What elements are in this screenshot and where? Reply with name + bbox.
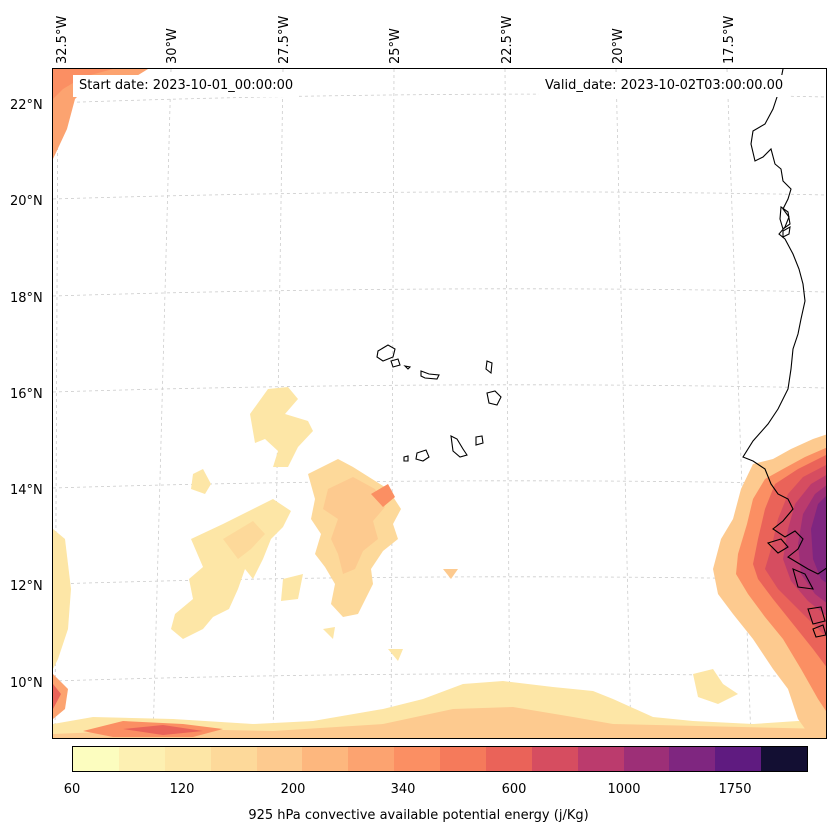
lon-label-32-5w: 32.5°W: [55, 15, 70, 64]
lon-label-27-5w: 27.5°W: [277, 15, 292, 64]
island-sao-nicolau: [420, 370, 440, 380]
lat-label-12n: 12°N: [10, 579, 43, 594]
cape-patch-north: [250, 387, 313, 467]
colorbar-tick-120: 120: [169, 782, 195, 797]
valid-date-label: Valid_date: 2023-10-02T03:00:00.00: [539, 75, 790, 97]
lat-label-10n: 10°N: [10, 676, 43, 691]
island-boa-vista: [486, 390, 502, 406]
colorbar-segment-12: [623, 747, 670, 771]
lat-label-22n: 22°N: [10, 98, 43, 113]
colorbar-segment-15: [761, 747, 807, 771]
island-sal: [485, 360, 493, 375]
colorbar-title: 925 hPa convective available potential e…: [248, 808, 589, 823]
colorbar-segment-1: [118, 747, 165, 771]
colorbar: [72, 746, 808, 772]
colorbar-tick-340: 340: [390, 782, 416, 797]
colorbar-tick-600: 600: [501, 782, 527, 797]
colorbar-segment-9: [485, 747, 532, 771]
colorbar-segment-4: [256, 747, 303, 771]
colorbar-segment-5: [302, 747, 349, 771]
lat-label-16n: 16°N: [10, 387, 43, 402]
map-canvas: [53, 69, 826, 738]
island-santo-antao: [376, 344, 396, 362]
graticule: [53, 69, 826, 738]
colorbar-segment-14: [715, 747, 762, 771]
colorbar-segment-11: [577, 747, 624, 771]
map-panel[interactable]: [52, 68, 827, 739]
colorbar-segment-6: [348, 747, 395, 771]
colorbar-tick-60: 60: [63, 782, 81, 797]
colorbar-segment-7: [394, 747, 440, 771]
lon-label-25w: 25°W: [388, 28, 403, 64]
colorbar-segment-8: [440, 747, 486, 771]
lat-label-18n: 18°N: [10, 291, 43, 306]
lon-label-22-5w: 22.5°W: [500, 15, 515, 64]
colorbar-segment-2: [164, 747, 211, 771]
colorbar-tick-1750: 1750: [718, 782, 752, 797]
cape-fields: [53, 69, 826, 738]
lon-label-30w: 30°W: [165, 28, 180, 64]
colorbar-segment-0: [73, 747, 119, 771]
colorbar-segment-3: [210, 747, 257, 771]
start-date-label: Start date: 2023-10-01_00:00:00: [73, 75, 300, 97]
coastlines: [376, 69, 826, 638]
island-fogo: [415, 449, 430, 462]
colorbar-segment-13: [669, 747, 716, 771]
lat-label-20n: 20°N: [10, 194, 43, 209]
cape-band-south: [53, 681, 826, 738]
lon-label-17-5w: 17.5°W: [722, 15, 737, 64]
lat-label-14n: 14°N: [10, 483, 43, 498]
colorbar-segment-10: [531, 747, 578, 771]
colorbar-tick-1000: 1000: [607, 782, 641, 797]
colorbar-tick-200: 200: [280, 782, 306, 797]
island-maio: [475, 435, 484, 446]
lon-label-20w: 20°W: [611, 28, 626, 64]
coastline-africa: [742, 69, 826, 575]
island-santiago: [450, 435, 468, 458]
island-sao-vicente: [390, 358, 401, 368]
